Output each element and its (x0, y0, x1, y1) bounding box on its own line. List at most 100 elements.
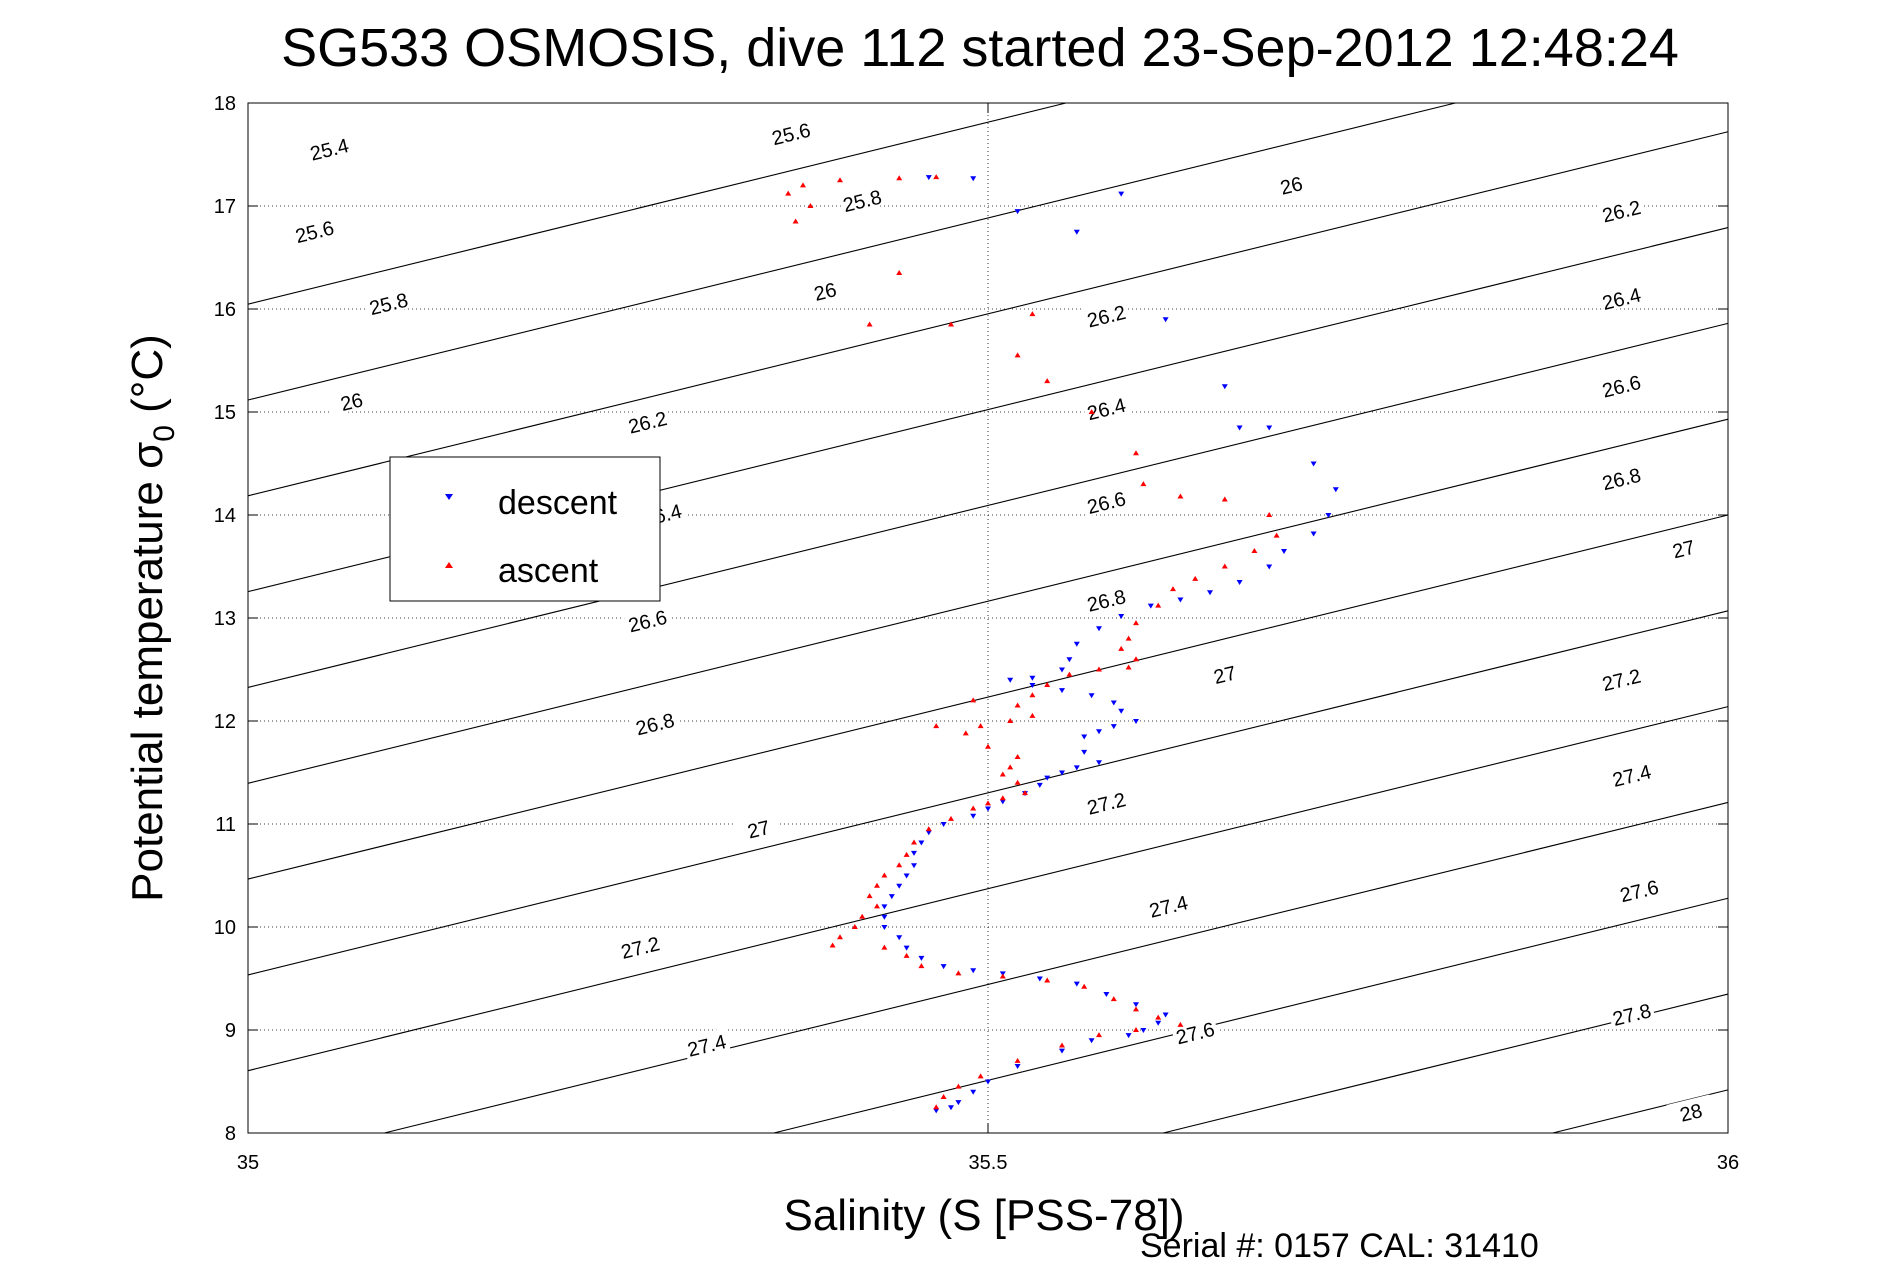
ascent-point (1221, 563, 1228, 569)
ascent-point (999, 771, 1006, 777)
descent-point (1236, 425, 1243, 431)
series-ascent (785, 174, 1280, 1110)
legend-box (389, 456, 661, 602)
ascent-point (933, 1104, 940, 1110)
ascent-point (925, 826, 932, 832)
isopycnal-label: 26.8 (1600, 465, 1643, 496)
ascent-point (1014, 754, 1021, 760)
isopycnal-label-bg (1596, 193, 1645, 226)
isopycnal-label: 27.2 (619, 933, 662, 964)
ascent-point (851, 924, 858, 929)
isopycnal-label: 27.4 (686, 1031, 729, 1062)
ascent-point (1014, 779, 1021, 785)
isopycnal-label-bg (1081, 785, 1130, 818)
descent-point (1081, 749, 1088, 755)
isopycnal-label: 28 (1678, 1100, 1705, 1127)
ascent-point (918, 963, 925, 969)
descent-point (1066, 657, 1073, 663)
isopycnal-label: 27.2 (1085, 789, 1128, 820)
ascent-point (1007, 718, 1014, 723)
ascent-point (940, 1093, 947, 1099)
isopycnal-label-bg (1170, 1015, 1219, 1048)
chart-title: SG533 OSMOSIS, dive 112 started 23-Sep-2… (281, 18, 1679, 78)
isopycnal-line (247, 131, 1729, 497)
descent-point (903, 945, 910, 951)
descent-point (1325, 513, 1332, 518)
descent-point (925, 175, 932, 181)
descent-point (985, 1079, 991, 1085)
ascent-point (1014, 1057, 1021, 1063)
ascent-point (1007, 764, 1014, 770)
isopycnal-label-bg (800, 273, 849, 306)
isopycnal-label-bg (682, 1027, 731, 1060)
descent-point (1081, 734, 1088, 740)
isopycnal-label-bg (623, 404, 672, 437)
isopycnal-label: 27.4 (1147, 892, 1190, 923)
isopycnal-label-bg (1596, 661, 1645, 694)
ascent-point (1081, 983, 1088, 989)
ascent-point (1125, 664, 1132, 670)
ascent-point (1273, 532, 1280, 538)
y-tick-label: 11 (215, 814, 236, 836)
isopycnal-contours (247, 102, 1729, 1134)
ascent-point (948, 815, 954, 821)
y-axis-label-sub: 0 (148, 425, 181, 442)
legend: descent ascent (389, 456, 661, 602)
ascent-point (866, 893, 873, 899)
isopycnal-label-bg (615, 929, 664, 962)
descent-point (1236, 579, 1243, 585)
descent-point (970, 813, 977, 819)
ascent-point (1022, 790, 1028, 796)
ascent-point (977, 723, 984, 729)
x-tick-label: 36 (1717, 1152, 1739, 1174)
ascent-point (1155, 602, 1162, 608)
isopycnal-label: 26.2 (1600, 197, 1643, 228)
ascent-point (1044, 681, 1051, 687)
y-tick-label: 13 (214, 608, 236, 630)
ascent-point (911, 839, 917, 845)
isopycnal-label: 26.4 (1600, 284, 1643, 315)
descent-point (1096, 626, 1102, 632)
descent-point (881, 914, 888, 920)
legend-ascent-label: ascent (498, 552, 599, 590)
descent-point (1073, 765, 1080, 771)
descent-point (1110, 724, 1117, 730)
isopycnal-label: 26.8 (1085, 586, 1128, 617)
descent-point (918, 955, 925, 961)
descent-point (1207, 590, 1213, 596)
ascent-point (1266, 512, 1273, 517)
descent-point (1155, 1020, 1162, 1026)
isopycnal-label: 25.6 (770, 120, 813, 151)
isopycnal-line (247, 102, 1456, 401)
y-tick-label: 10 (214, 917, 236, 939)
isopycnal-label: 26 (812, 279, 839, 306)
ascent-point (896, 862, 903, 868)
ascent-point (955, 1083, 962, 1089)
isopycnal-label-bg (837, 182, 886, 215)
descent-point (1133, 719, 1139, 724)
ascent-point (1110, 996, 1117, 1002)
y-axis-label: Potential temperature σ0 (°C) (123, 334, 181, 902)
descent-point (970, 176, 977, 182)
isopycnal-label-bg (1596, 368, 1645, 401)
descent-point (1118, 613, 1125, 619)
descent-point (1036, 782, 1043, 788)
ascent-point (896, 269, 903, 275)
ascent-point (903, 952, 910, 958)
ascent-point (1170, 586, 1176, 592)
isopycnal-label-bg (630, 706, 679, 739)
descent-point (1014, 209, 1021, 215)
isopycnal-label: 26.6 (1600, 372, 1643, 403)
ascent-point (800, 182, 806, 188)
series-descent (881, 175, 1339, 1114)
isopycnal-line (247, 610, 1729, 976)
ascent-point (837, 177, 843, 183)
isopycnal-label: 25.4 (308, 135, 351, 166)
ascent-point (1029, 311, 1036, 317)
legend-descent-marker (445, 494, 453, 500)
ascent-point (881, 872, 888, 878)
isopycnal-line (247, 514, 1729, 880)
descent-point (1073, 981, 1080, 987)
y-tick-label: 16 (214, 299, 236, 321)
isopycnal-line (247, 706, 1729, 1072)
